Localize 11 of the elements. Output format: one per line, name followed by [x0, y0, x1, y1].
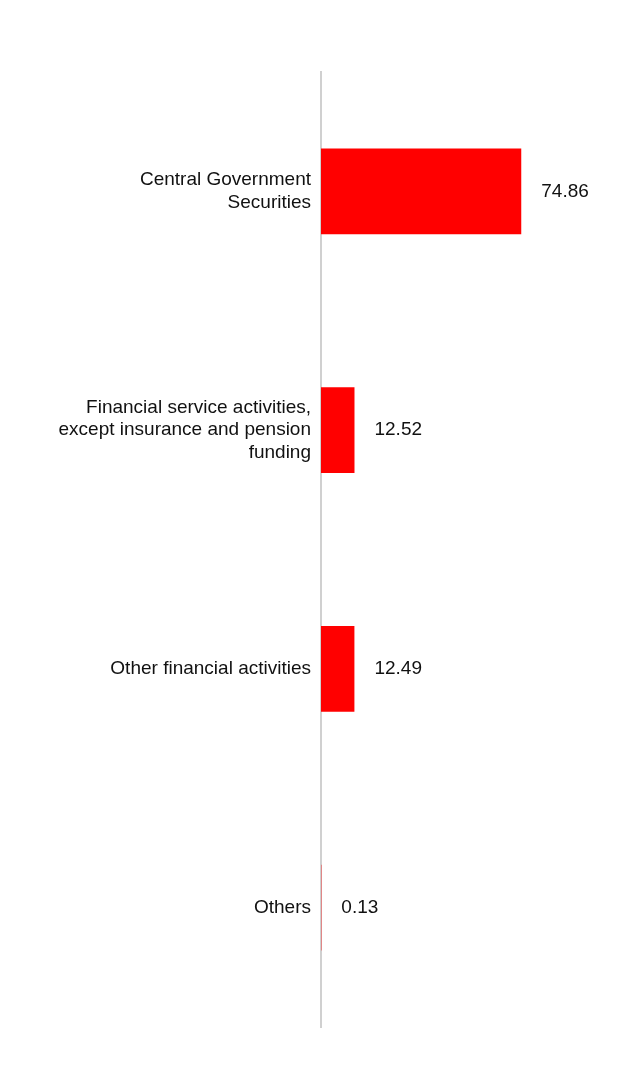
bar — [321, 625, 355, 712]
bar — [321, 148, 522, 235]
data-label: 0.13 — [341, 895, 379, 917]
data-label: 74.86 — [541, 179, 589, 201]
y-tick-label: Central Government Securities — [139, 168, 312, 213]
y-tick-label: Other financial activities — [110, 657, 311, 679]
y-tick-label: Financial service activities, except insurance and pension funding — [58, 395, 311, 463]
data-label: 12.49 — [374, 657, 422, 679]
bar — [321, 387, 355, 474]
y-tick-label: Others — [253, 895, 311, 917]
data-label: 12.52 — [374, 418, 423, 440]
